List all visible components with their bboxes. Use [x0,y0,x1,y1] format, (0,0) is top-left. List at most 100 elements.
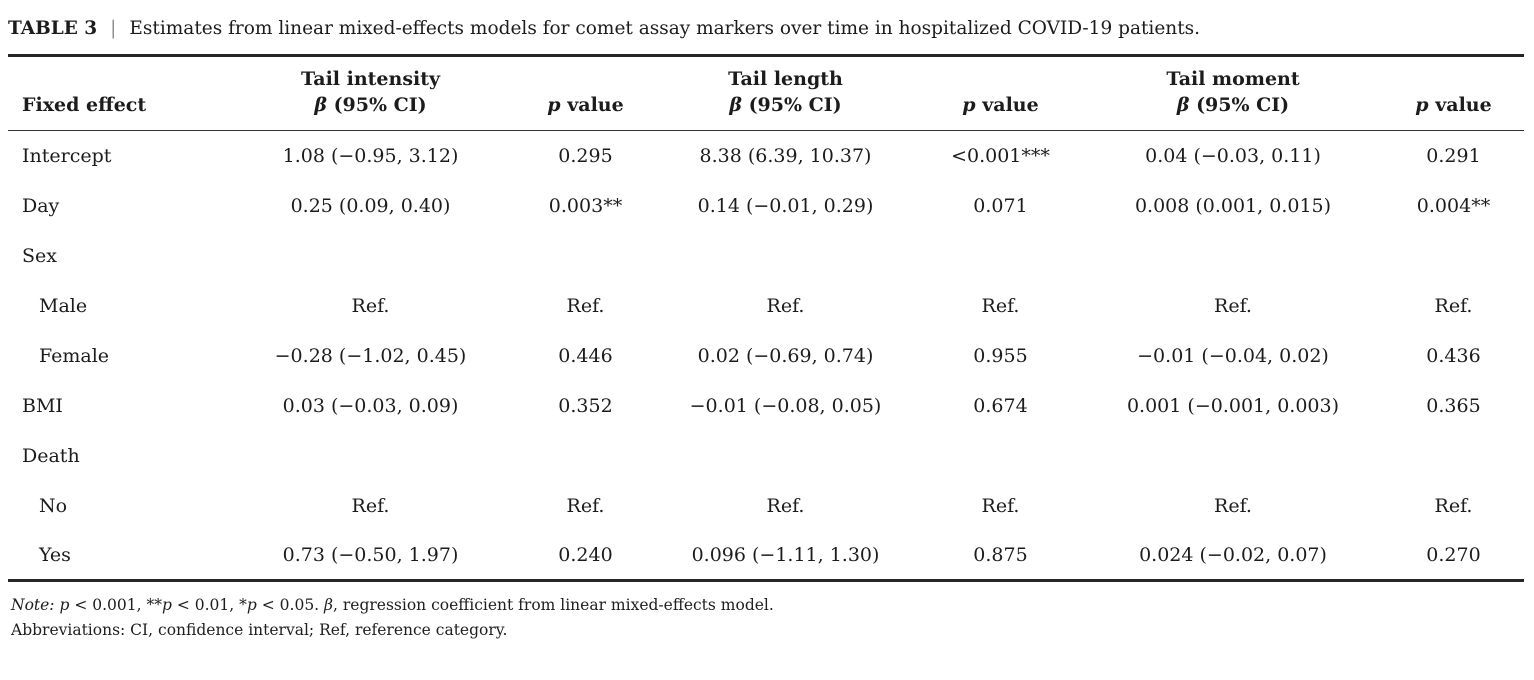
cell: 0.352 [558,394,613,417]
cell: Ref. [566,494,605,517]
cell [223,431,518,481]
header-row: Fixed effect Tail intensity β (95% CI) p… [8,55,1524,132]
cell: 0.365 [1426,394,1481,417]
note-line: Note: p < 0.001, **p < 0.01, *p < 0.05. … [11,596,774,615]
table-row-intercept: Intercept 1.08 (−0.95, 3.12) 0.295 8.38 … [8,131,1524,181]
row-label: Male [39,294,88,317]
beta-symbol: β [314,93,327,116]
table-row-male: Male Ref. Ref. Ref. Ref. Ref. Ref. [8,281,1524,331]
col-header-tail-moment: Tail moment β (95% CI) [1083,55,1383,132]
cell: 0.446 [558,344,613,367]
ci-label: (95% CI) [748,93,842,116]
beta-symbol: β [1176,93,1190,116]
cell [653,431,918,481]
beta-symbol: β [324,596,334,615]
cell [918,431,1083,481]
table-notes: Note: p < 0.001, **p < 0.01, *p < 0.05. … [8,593,1524,643]
cell [653,231,918,281]
table-row-death: Death [8,431,1524,481]
cell [1383,231,1524,281]
caption-separator: | [110,18,117,39]
cell [223,231,518,281]
cell: 0.295 [558,145,613,168]
cell: 0.008 (0.001, 0.015) [1134,194,1332,217]
col-header-tail-intensity: Tail intensity β (95% CI) [223,55,518,132]
cell: 0.240 [558,544,613,567]
col-header-tail-length: Tail length β (95% CI) [653,55,918,132]
col-header-p-value-2: p value [918,55,1083,132]
ci-label: (95% CI) [333,93,427,116]
cell: Ref. [351,294,390,317]
cell [1083,231,1383,281]
cell: 0.674 [973,394,1028,417]
table-row-sex: Sex [8,231,1524,281]
cell: 0.004** [1416,194,1491,217]
table-row-yes: Yes 0.73 (−0.50, 1.97) 0.240 0.096 (−1.1… [8,531,1524,581]
row-label: Sex [22,244,57,267]
cell: Ref. [981,294,1020,317]
cell: −0.01 (−0.08, 0.05) [689,394,882,417]
table-row-day: Day 0.25 (0.09, 0.40) 0.003** 0.14 (−0.0… [8,181,1524,231]
cell [518,231,653,281]
cell: 0.73 (−0.50, 1.97) [282,544,459,567]
cell: Ref. [981,494,1020,517]
row-label: Intercept [22,145,112,168]
cell: 0.270 [1426,544,1481,567]
cell: 0.001 (−0.001, 0.003) [1126,394,1340,417]
group-title: Tail intensity [300,68,441,90]
cell: 0.14 (−0.01, 0.29) [697,194,874,217]
cell [1083,431,1383,481]
cell: Ref. [566,294,605,317]
results-table: Fixed effect Tail intensity β (95% CI) p… [8,54,1524,583]
cell: 0.02 (−0.69, 0.74) [697,344,874,367]
ci-label: (95% CI) [1196,93,1290,116]
cell: −0.28 (−1.02, 0.45) [274,344,467,367]
table-number: TABLE 3 [8,18,98,39]
cell [518,431,653,481]
cell: 0.003** [548,194,623,217]
cell: Ref. [766,294,805,317]
table-row-no: No Ref. Ref. Ref. Ref. Ref. Ref. [8,481,1524,531]
caption-text: Estimates from linear mixed-effects mode… [129,18,1201,39]
col-header-p-value-1: p value [518,55,653,132]
cell: Ref. [1434,494,1473,517]
cell: 0.436 [1426,344,1481,367]
col-header-fixed-effect: Fixed effect [8,55,223,132]
cell: 0.071 [973,194,1028,217]
cell: 0.04 (−0.03, 0.11) [1145,145,1321,168]
cell: 0.096 (−1.11, 1.30) [691,544,880,567]
cell: Ref. [1214,294,1252,317]
cell: Ref. [1434,294,1473,317]
row-label: Female [39,344,110,367]
cell: 0.291 [1426,145,1481,168]
row-label: BMI [22,394,63,417]
cell: 0.03 (−0.03, 0.09) [282,394,459,417]
cell [918,231,1083,281]
row-label: Death [22,444,80,467]
row-label: Day [22,194,60,217]
row-label: No [39,494,68,517]
cell: 0.955 [973,344,1028,367]
cell [1383,431,1524,481]
cell: Ref. [1214,494,1252,517]
beta-symbol: β [729,93,742,116]
cell: Ref. [766,494,805,517]
table-caption: TABLE 3 | Estimates from linear mixed-effe… [8,12,1524,54]
cell: Ref. [351,494,390,517]
col-header-p-value-3: p value [1383,55,1524,132]
cell: 0.875 [973,544,1028,567]
abbreviations-line: Abbreviations: CI, confidence interval; … [11,621,508,640]
cell: 1.08 (−0.95, 3.12) [282,145,459,168]
cell: 0.25 (0.09, 0.40) [290,194,451,217]
paper-table-figure: TABLE 3 | Estimates from linear mixed-effe… [8,12,1524,643]
cell: 8.38 (6.39, 10.37) [699,145,872,168]
group-title: Tail length [728,68,843,90]
cell: <0.001*** [951,145,1050,168]
note-prefix: Note: [11,596,55,615]
table-row-bmi: BMI 0.03 (−0.03, 0.09) 0.352 −0.01 (−0.0… [8,381,1524,431]
row-label: Yes [39,544,71,567]
cell: −0.01 (−0.04, 0.02) [1137,344,1329,367]
cell: 0.024 (−0.02, 0.07) [1139,544,1327,567]
table-row-female: Female −0.28 (−1.02, 0.45) 0.446 0.02 (−… [8,331,1524,381]
group-title: Tail moment [1166,68,1300,90]
